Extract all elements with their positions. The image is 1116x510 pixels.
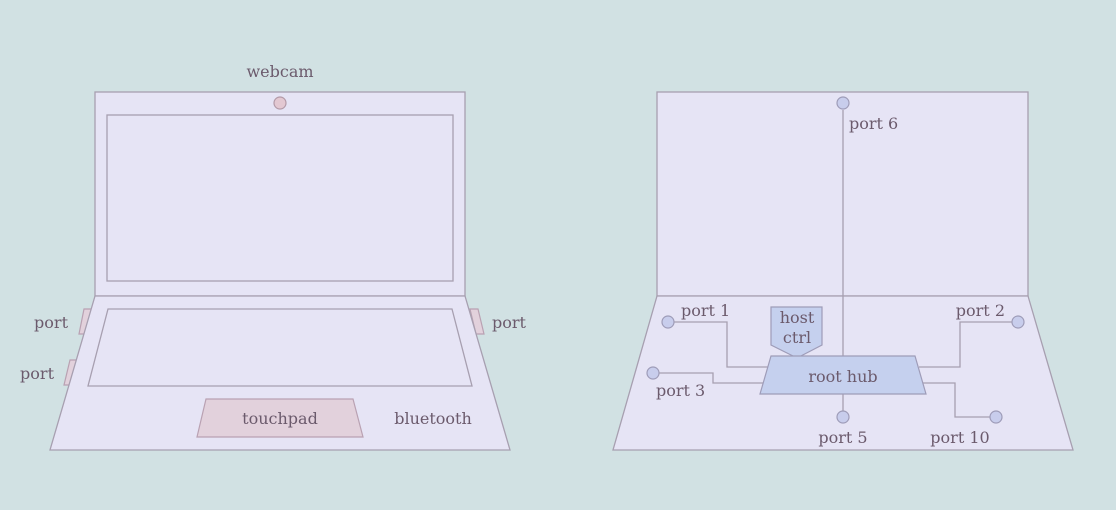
- right-laptop: host ctrl root hub port 6 port 1 port 2 …: [612, 91, 1074, 451]
- wire-port-10: [922, 382, 990, 418]
- root-hub: [759, 355, 927, 395]
- screen-lid: [94, 91, 466, 297]
- port-label-left-top: port: [34, 313, 69, 332]
- host-ctrl-label-line1: host: [780, 308, 815, 327]
- wire-port-1: [674, 321, 769, 368]
- touchpad-label: touchpad: [242, 409, 318, 428]
- root-hub-label: root hub: [808, 367, 877, 386]
- port-10-node: [989, 410, 1003, 424]
- host-ctrl-label-line2: ctrl: [783, 328, 811, 347]
- host-controller: [770, 306, 823, 359]
- port-label-right: port: [492, 313, 527, 332]
- port-5-label: port 5: [818, 428, 867, 447]
- keyboard-area: [87, 308, 473, 387]
- touchpad: [196, 398, 364, 438]
- webcam-lens: [273, 96, 287, 110]
- port-2-node: [1011, 315, 1025, 329]
- webcam-label: webcam: [246, 62, 313, 81]
- port-1-label: port 1: [681, 301, 730, 320]
- port-10-label: port 10: [930, 428, 989, 447]
- port-1-node: [661, 315, 675, 329]
- bluetooth-label: bluetooth: [394, 409, 472, 428]
- screen-display: [106, 114, 454, 282]
- port-6-node: [836, 96, 850, 110]
- port-5-node: [836, 410, 850, 424]
- left-laptop: webcam touchpad bluetooth port port port: [20, 62, 527, 451]
- laptop-base: [49, 295, 511, 451]
- port-3-node: [646, 366, 660, 380]
- port-6-label: port 6: [849, 114, 898, 133]
- wire-port-2: [919, 321, 1012, 368]
- port-3-label: port 3: [656, 381, 705, 400]
- wire-port-3: [659, 372, 765, 384]
- port-label-left-bottom: port: [20, 364, 55, 383]
- port-2-label: port 2: [956, 301, 1005, 320]
